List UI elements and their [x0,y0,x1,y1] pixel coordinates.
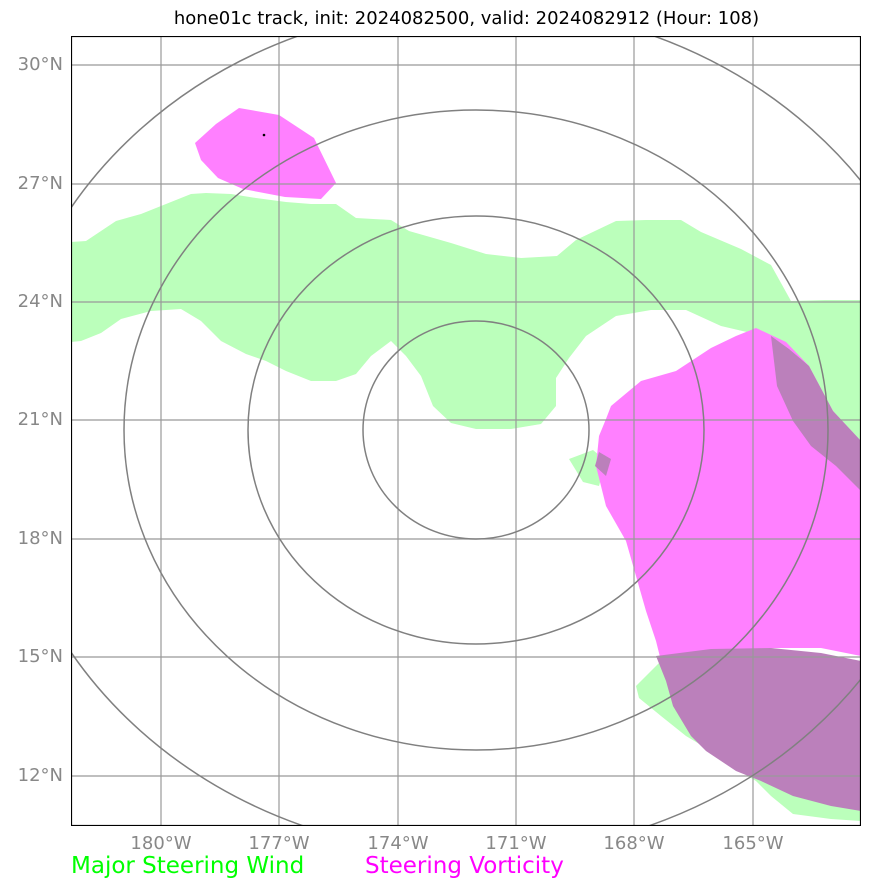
lat-label-30n: 30°N [17,54,63,75]
lon-label-180w: 180°W [130,833,192,854]
overlap-small-patch [595,452,611,476]
lon-label-171w: 171°W [485,833,547,854]
overlap-south-region [656,648,861,811]
range-ring-2 [247,215,705,645]
lon-label-177w: 177°W [248,833,310,854]
lat-label-21n: 21°N [17,409,63,430]
steering-wind-main-band [71,193,861,441]
legend-major-steering-wind: Major Steering Wind [71,853,305,879]
lat-label-18n: 18°N [17,528,63,549]
range-ring-3 [123,109,829,751]
range-rings [71,36,861,826]
lat-label-27n: 27°N [17,173,63,194]
legend-steering-vorticity: Steering Vorticity [365,853,564,879]
lon-label-168w: 168°W [603,833,665,854]
map-border [71,36,861,826]
range-ring-1 [362,320,590,540]
map-title: hone01c track, init: 2024082500, valid: … [173,8,760,29]
overlap-east-strip [771,336,861,491]
map-plot-area [71,36,861,826]
lon-label-165w: 165°W [722,833,784,854]
lat-label-15n: 15°N [17,646,63,667]
lon-label-174w: 174°W [367,833,429,854]
overlap-regions [595,336,861,811]
lat-label-24n: 24°N [17,291,63,312]
storm-position-marker [262,133,266,137]
vorticity-north-patch [195,108,336,199]
lat-label-12n: 12°N [17,765,63,786]
